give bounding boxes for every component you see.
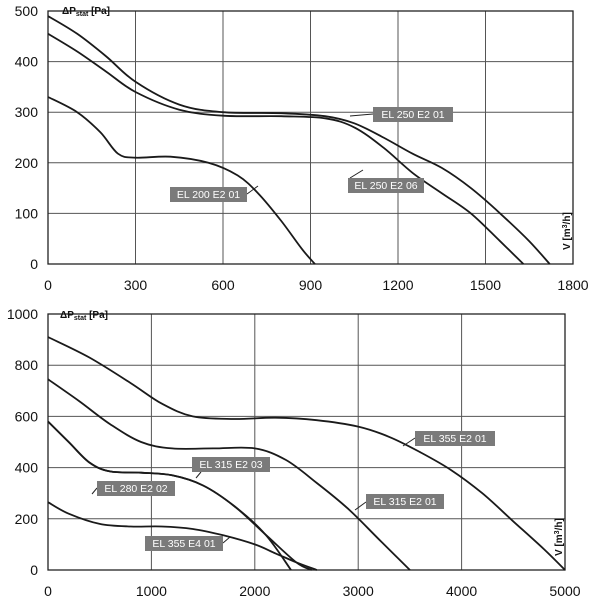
curve-label-box (366, 494, 444, 509)
x-tick-label: 4000 (446, 583, 477, 599)
curve-label-text: EL 315 E2 01 (373, 496, 436, 508)
series-line-el-250-e2-01 (47, 15, 551, 265)
y-tick-label: 300 (15, 104, 39, 120)
series-line-el-200-e2-01 (47, 96, 316, 265)
curve-label-text: EL 355 E4 01 (152, 538, 215, 550)
y-axis-label-main: ΔP (62, 6, 76, 17)
y-tick-label: 200 (15, 511, 39, 527)
curve-label: EL 315 E2 03 (192, 457, 270, 479)
curve-label-leader (91, 487, 98, 495)
x-tick-label: 1200 (382, 277, 413, 293)
y-tick-label: 400 (15, 54, 39, 70)
curve-label-box (348, 178, 424, 193)
x-axis-label-suffix: /h] (562, 212, 573, 224)
curve-label-box (373, 107, 453, 122)
curve-label: EL 280 E2 02 (91, 481, 175, 496)
curve-label-box (415, 431, 495, 446)
y-tick-label: 400 (15, 460, 39, 476)
y-tick-label: 200 (15, 155, 39, 171)
curve-label-text: EL 250 E2 01 (381, 109, 444, 121)
curve-label: EL 250 E2 01 (349, 107, 453, 122)
x-axis-label: V [m3/h] (554, 518, 565, 556)
x-tick-label: 0 (44, 277, 52, 293)
x-tick-label: 5000 (549, 583, 580, 599)
x-tick-label: 900 (299, 277, 323, 293)
curve-label-box (192, 457, 270, 472)
x-tick-label: 300 (124, 277, 148, 293)
curve-label-leader (195, 471, 202, 479)
y-tick-label: 0 (30, 256, 38, 272)
y-tick-label: 100 (15, 205, 39, 221)
curve-label-text: EL 280 E2 02 (104, 483, 167, 495)
curve-label: EL 200 E2 01 (170, 185, 259, 202)
x-tick-label: 1500 (470, 277, 501, 293)
y-axis-label-unit: [Pa] (86, 310, 108, 321)
curve-label-box (170, 187, 247, 202)
chart-2: 0 1000 2000 3000 4000 5000 0 200 400 600 800 1000 ΔP… (7, 306, 581, 599)
curve-label-leader (222, 536, 231, 544)
curve-label-leader (349, 169, 364, 179)
y-axis-label: ΔPstat [Pa] (60, 310, 108, 322)
series-line-el-280-e2-02 (47, 420, 292, 571)
x-tick-label: 0 (44, 583, 52, 599)
series-line-el-355-e4-01 (47, 501, 318, 571)
series-line-el-250-e2-06 (47, 33, 525, 265)
x-axis-label-sup: 3 (554, 530, 561, 534)
y-axis-label-sub: stat (76, 11, 89, 18)
curve-label-leader (246, 185, 259, 195)
y-axis-label-main: ΔP (60, 310, 74, 321)
curve-label-leader (354, 501, 367, 511)
curve-label-text: EL 315 E2 03 (199, 459, 262, 471)
plot-frame (47, 313, 566, 571)
curve-label-leader (402, 437, 416, 447)
curve-label-box (145, 536, 223, 551)
y-tick-label: 0 (30, 562, 38, 578)
x-tick-label: 600 (211, 277, 235, 293)
curve-label-text: EL 250 E2 06 (354, 180, 417, 192)
y-tick-label: 600 (15, 408, 39, 424)
x-tick-label: 1000 (136, 583, 167, 599)
series-line-el-355-e2-01 (47, 336, 566, 571)
x-axis-label-main: V [m (554, 534, 565, 556)
chart-1: 0 300 600 900 1200 1500 1800 0 100 200 300 400 500 ΔP… (15, 3, 589, 293)
y-tick-label: 800 (15, 357, 39, 373)
curve-label-box (97, 481, 175, 496)
plot-frame (47, 10, 574, 265)
x-axis-label-suffix: /h] (554, 518, 565, 530)
series-line-el-315-e2-01 (47, 378, 411, 571)
y-tick-label: 500 (15, 3, 39, 19)
curve-label: EL 315 E2 01 (354, 494, 444, 511)
curve-label-text: EL 355 E2 01 (423, 433, 486, 445)
x-tick-label: 2000 (239, 583, 270, 599)
x-axis-label-main: V [m (562, 228, 573, 250)
x-tick-label: 3000 (343, 583, 374, 599)
y-axis-label-sub: stat (74, 315, 87, 322)
curve-label: EL 250 E2 06 (348, 169, 424, 193)
curve-label-text: EL 200 E2 01 (177, 189, 240, 201)
y-axis-label-unit: [Pa] (88, 6, 110, 17)
curve-label: EL 355 E4 01 (145, 536, 231, 551)
y-axis-label: ΔPstat [Pa] (62, 6, 110, 18)
x-tick-label: 1800 (557, 277, 588, 293)
curve-label: EL 355 E2 01 (402, 431, 495, 447)
curve-label-leader (349, 113, 374, 117)
y-tick-label: 1000 (7, 306, 38, 322)
x-axis-label-sup: 3 (562, 224, 569, 228)
x-axis-label: V [m3/h] (562, 212, 573, 250)
